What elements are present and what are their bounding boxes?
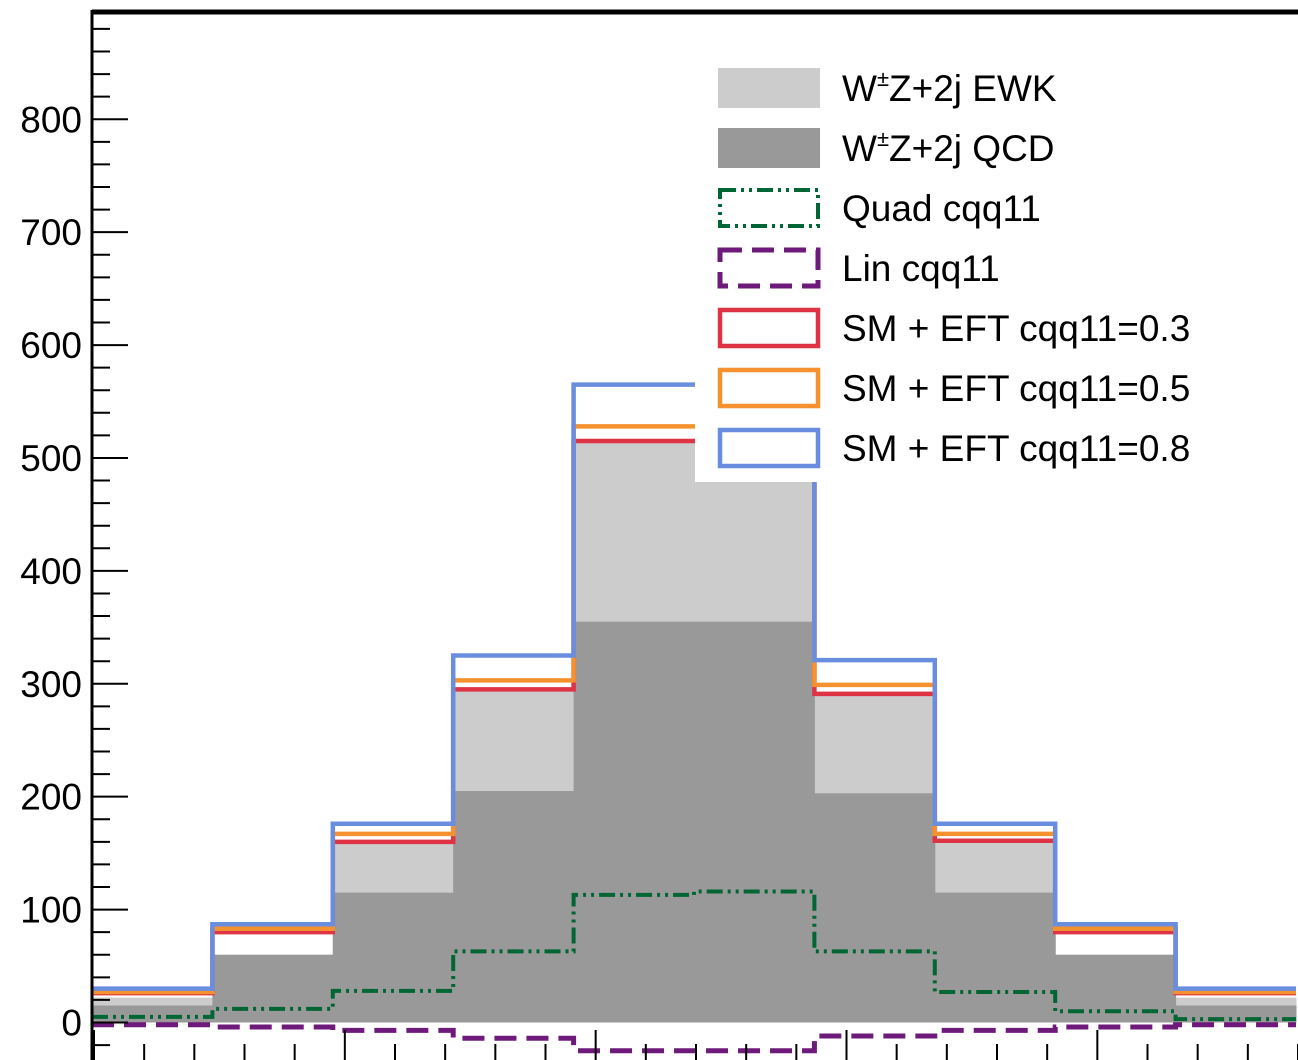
quad-cqq11-line	[92, 889, 1296, 1022]
w-z-2j-qcd-bar-3	[332, 892, 454, 1023]
y-tick-label: 500	[20, 438, 82, 479]
series-lines	[92, 382, 1296, 1054]
sm-eft-cqq11-0-3-line	[92, 438, 1296, 996]
y-tick-label: 300	[20, 664, 82, 705]
y-tick-label: 600	[20, 325, 82, 366]
legend-label-sm-eft-cqq11-0-5: SM + EFT cqq11=0.5	[842, 368, 1190, 409]
w-z-2j-qcd-bar-7	[814, 793, 936, 1023]
legend: W±Z+2j EWK W±Z+2j QCD Quad cqq11 Lin cqq11 S…	[717, 66, 1190, 469]
w-z-2j-qcd-bar-1	[92, 1005, 213, 1023]
legend-label-lin-cqq11: Lin cqq11	[842, 248, 1000, 289]
legend-label-w-z-2j-qcd: W±Z+2j QCD	[842, 126, 1055, 169]
y-tick-label: 100	[20, 890, 82, 931]
w-z-2j-qcd-bar-2	[212, 954, 334, 1023]
legend-swatch-w-z-2j-qcd	[718, 128, 820, 168]
stacked-fills	[92, 441, 1297, 1023]
sm-eft-cqq11-0-8-line	[92, 382, 1296, 991]
y-tick-label: 400	[20, 551, 82, 592]
axes: 0 100 200 300 400 500 600 700 800	[20, 9, 1298, 1060]
legend-swatch-quad-cqq11	[718, 188, 820, 228]
w-z-2j-qcd-bar-8	[934, 892, 1056, 1023]
legend-swatch-w-z-2j-ewk	[718, 68, 820, 108]
legend-label-sm-eft-cqq11-0-3: SM + EFT cqq11=0.3	[842, 308, 1190, 349]
legend-label-w-z-2j-ewk: W±Z+2j EWK	[842, 66, 1057, 109]
w-z-2j-qcd-bar-5	[573, 621, 695, 1023]
y-tick-label: 800	[20, 99, 82, 140]
legend-swatch-sm-eft-cqq11-0-3	[717, 307, 821, 349]
legend-swatch-sm-eft-cqq11-0-5	[717, 367, 821, 409]
w-z-2j-qcd-bar-6	[694, 621, 815, 1023]
sm-eft-cqq11-0-5-line	[92, 424, 1296, 995]
legend-label-quad-cqq11: Quad cqq11	[842, 188, 1041, 229]
y-tick-label: 0	[61, 1002, 82, 1043]
legend-swatch-sm-eft-cqq11-0-8	[717, 427, 821, 469]
w-z-2j-qcd-bar-4	[453, 791, 575, 1023]
legend-swatch-lin-cqq11	[717, 247, 821, 289]
y-tick-label: 200	[20, 777, 82, 818]
legend-label-sm-eft-cqq11-0-8: SM + EFT cqq11=0.8	[842, 428, 1190, 469]
y-tick-label: 700	[20, 212, 82, 253]
lin-cqq11-line	[92, 1022, 1296, 1054]
